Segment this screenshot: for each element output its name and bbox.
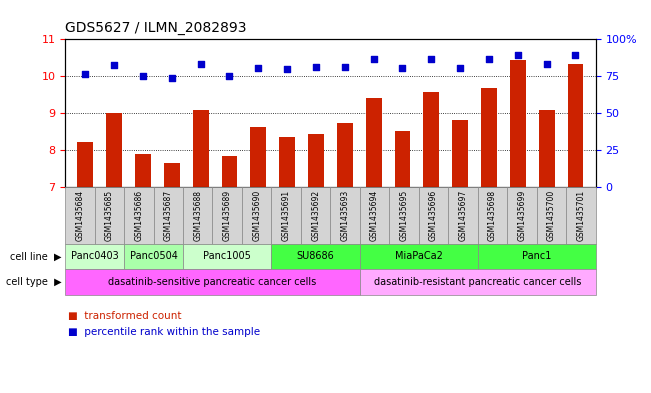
Text: Panc1005: Panc1005 — [203, 252, 251, 261]
Bar — [193, 110, 208, 187]
Point — [570, 51, 581, 58]
Text: GSM1435695: GSM1435695 — [400, 190, 409, 241]
Bar — [395, 131, 410, 187]
Text: dasatinib-sensitive pancreatic cancer cells: dasatinib-sensitive pancreatic cancer ce… — [108, 277, 316, 287]
Text: SU8686: SU8686 — [297, 252, 335, 261]
Point — [455, 65, 465, 71]
Text: Panc1: Panc1 — [522, 252, 551, 261]
Bar — [539, 110, 555, 187]
Point — [311, 63, 321, 70]
Bar — [221, 156, 238, 187]
Text: GDS5627 / ILMN_2082893: GDS5627 / ILMN_2082893 — [65, 22, 247, 35]
Text: GSM1435697: GSM1435697 — [458, 190, 467, 241]
Point — [195, 61, 206, 68]
Point — [224, 73, 234, 79]
Text: GSM1435685: GSM1435685 — [105, 190, 114, 241]
Point — [167, 75, 177, 81]
Bar — [510, 60, 526, 187]
Bar — [308, 134, 324, 187]
Bar — [568, 64, 583, 187]
Point — [368, 56, 379, 62]
Text: ■  transformed count: ■ transformed count — [68, 311, 182, 321]
Bar — [423, 92, 439, 187]
Bar — [77, 143, 93, 187]
Text: GSM1435689: GSM1435689 — [223, 190, 232, 241]
Point — [253, 65, 264, 71]
Point — [426, 56, 437, 62]
Point — [542, 61, 552, 68]
Point — [512, 51, 523, 58]
Text: GSM1435693: GSM1435693 — [340, 190, 350, 241]
Text: MiaPaCa2: MiaPaCa2 — [395, 252, 443, 261]
Point — [80, 70, 90, 77]
Point — [282, 66, 292, 72]
Bar — [279, 137, 295, 187]
Text: GSM1435694: GSM1435694 — [370, 190, 379, 241]
Text: GSM1435701: GSM1435701 — [576, 190, 585, 241]
Text: GSM1435692: GSM1435692 — [311, 190, 320, 241]
Point — [109, 62, 119, 68]
Point — [484, 56, 494, 62]
Text: GSM1435696: GSM1435696 — [429, 190, 438, 241]
Text: GSM1435686: GSM1435686 — [134, 190, 143, 241]
Text: GSM1435688: GSM1435688 — [193, 190, 202, 241]
Bar — [366, 98, 381, 187]
Text: ■  percentile rank within the sample: ■ percentile rank within the sample — [68, 327, 260, 337]
Text: Panc0403: Panc0403 — [71, 252, 118, 261]
Text: GSM1435690: GSM1435690 — [252, 190, 261, 241]
Bar — [337, 123, 353, 187]
Text: GSM1435700: GSM1435700 — [547, 190, 556, 241]
Point — [397, 65, 408, 71]
Bar — [452, 120, 468, 187]
Text: GSM1435698: GSM1435698 — [488, 190, 497, 241]
Text: GSM1435691: GSM1435691 — [282, 190, 290, 241]
Bar — [481, 88, 497, 187]
Text: GSM1435699: GSM1435699 — [518, 190, 527, 241]
Point — [340, 63, 350, 70]
Text: GSM1435684: GSM1435684 — [76, 190, 85, 241]
Text: GSM1435687: GSM1435687 — [164, 190, 173, 241]
Text: Panc0504: Panc0504 — [130, 252, 178, 261]
Text: cell line  ▶: cell line ▶ — [10, 252, 62, 261]
Point — [138, 73, 148, 79]
Bar — [251, 127, 266, 187]
Text: cell type  ▶: cell type ▶ — [7, 277, 62, 287]
Bar — [164, 163, 180, 187]
Bar — [135, 154, 151, 187]
Bar — [106, 113, 122, 187]
Text: dasatinib-resistant pancreatic cancer cells: dasatinib-resistant pancreatic cancer ce… — [374, 277, 581, 287]
